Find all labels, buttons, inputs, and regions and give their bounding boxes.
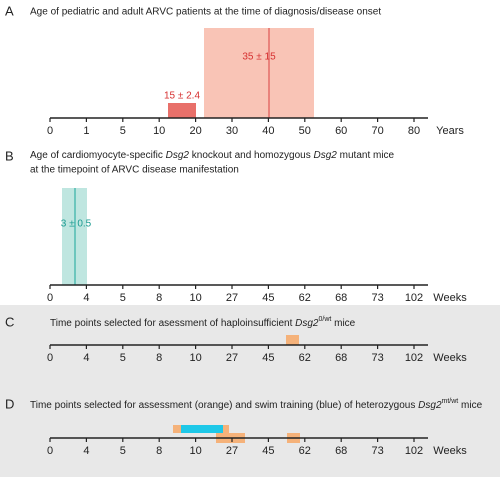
timepoint-box xyxy=(173,425,181,433)
axis-unit: Years xyxy=(436,125,464,137)
tick-label: 27 xyxy=(226,292,238,304)
tick-label: 45 xyxy=(262,292,274,304)
tick-label: 4 xyxy=(83,352,89,364)
tick-label: 102 xyxy=(405,292,423,304)
tick-label: 68 xyxy=(335,292,347,304)
panel-title: Age of pediatric and adult ARVC patients… xyxy=(30,7,381,18)
panel-title: Time points selected for assessment (ora… xyxy=(30,398,483,411)
tick-label: 102 xyxy=(405,445,423,457)
tick-label: 10 xyxy=(189,352,201,364)
tick-label: 10 xyxy=(153,125,165,137)
annotation: 35 ± 15 xyxy=(242,52,276,63)
timepoint-box xyxy=(286,335,299,345)
panel-letter: B xyxy=(5,148,14,163)
tick-label: 0 xyxy=(47,352,53,364)
axis-unit: Weeks xyxy=(433,352,467,364)
tick-label: 62 xyxy=(299,352,311,364)
panel-letter: A xyxy=(5,3,14,18)
tick-label: 68 xyxy=(335,352,347,364)
tick-label: 5 xyxy=(120,352,126,364)
tick-label: 10 xyxy=(189,292,201,304)
tick-label: 8 xyxy=(156,352,162,364)
tick-label: 27 xyxy=(226,445,238,457)
tick-label: 5 xyxy=(120,292,126,304)
axis-unit: Weeks xyxy=(433,445,467,457)
tick-label: 50 xyxy=(299,125,311,137)
timepoint-box xyxy=(223,425,229,433)
tick-label: 1 xyxy=(83,125,89,137)
panel-letter: C xyxy=(5,314,14,329)
panel-title: at the timepoint of ARVC disease manifes… xyxy=(30,165,239,176)
tick-label: 73 xyxy=(371,352,383,364)
tick-label: 10 xyxy=(189,445,201,457)
tick-label: 102 xyxy=(405,352,423,364)
tick-label: 68 xyxy=(335,445,347,457)
tick-label: 73 xyxy=(371,292,383,304)
range-box xyxy=(204,28,314,118)
axis-unit: Weeks xyxy=(433,292,467,304)
tick-label: 70 xyxy=(371,125,383,137)
grey-background xyxy=(0,305,500,477)
tick-label: 5 xyxy=(120,445,126,457)
panel-letter: D xyxy=(5,396,14,411)
tick-label: 62 xyxy=(299,292,311,304)
tick-label: 80 xyxy=(408,125,420,137)
tick-label: 45 xyxy=(262,352,274,364)
panel-title: Age of cardiomyocyte-specific Dsg2 knock… xyxy=(30,150,395,161)
tick-label: 4 xyxy=(83,445,89,457)
tick-label: 45 xyxy=(262,445,274,457)
tick-label: 62 xyxy=(299,445,311,457)
tick-label: 20 xyxy=(189,125,201,137)
annotation: 3 ± 0.5 xyxy=(61,219,92,230)
tick-label: 8 xyxy=(156,292,162,304)
tick-label: 0 xyxy=(47,125,53,137)
tick-label: 30 xyxy=(226,125,238,137)
panel-title: Time points selected for asessment of ha… xyxy=(50,316,356,329)
tick-label: 73 xyxy=(371,445,383,457)
tick-label: 4 xyxy=(83,292,89,304)
tick-label: 8 xyxy=(156,445,162,457)
annotation: 15 ± 2.4 xyxy=(164,91,201,102)
range-box xyxy=(168,103,196,118)
tick-label: 5 xyxy=(120,125,126,137)
tick-label: 0 xyxy=(47,445,53,457)
tick-label: 60 xyxy=(335,125,347,137)
tick-label: 40 xyxy=(262,125,274,137)
training-box xyxy=(181,425,223,433)
tick-label: 27 xyxy=(226,352,238,364)
tick-label: 0 xyxy=(47,292,53,304)
